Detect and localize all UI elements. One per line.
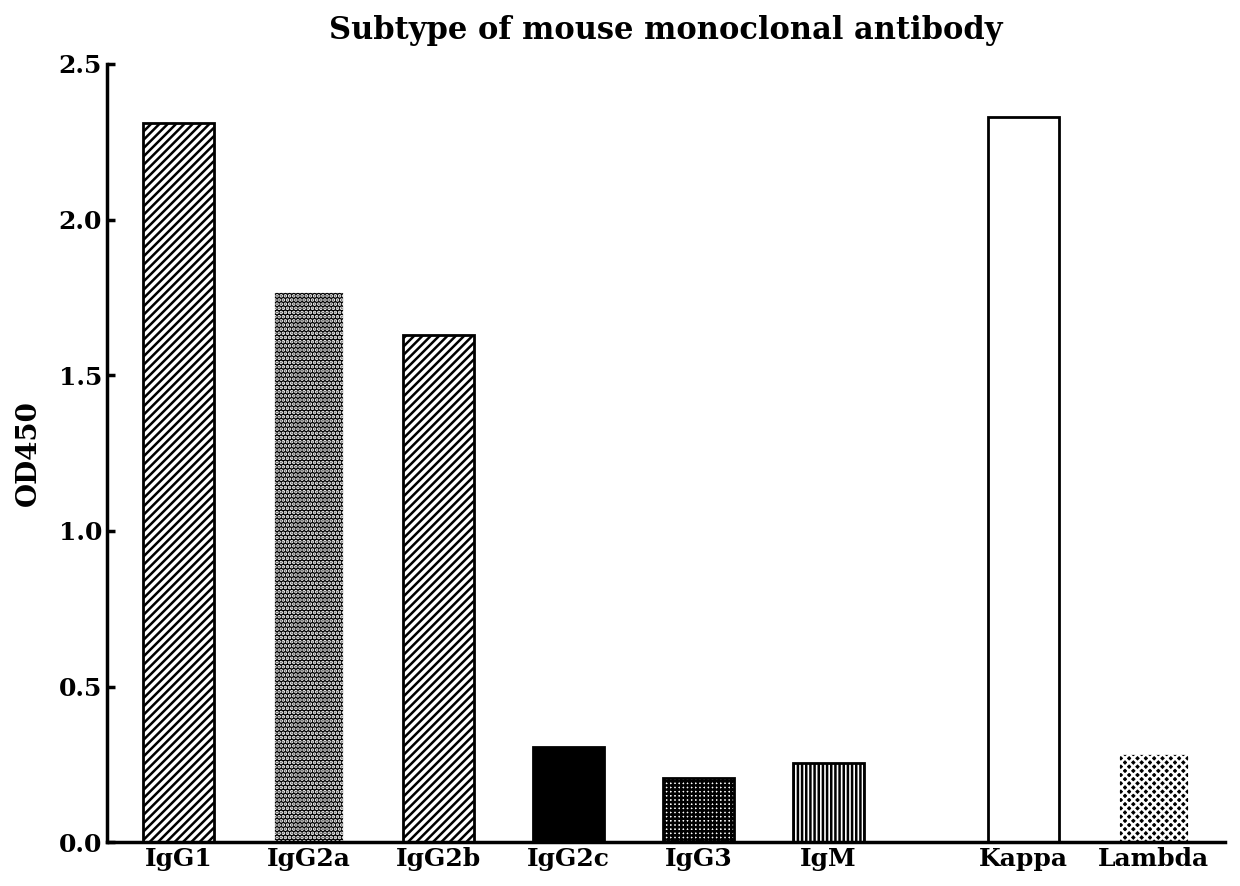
Bar [792,763,864,842]
Bar [1117,753,1189,842]
Title: Subtype of mouse monoclonal antibody: Subtype of mouse monoclonal antibody [329,15,1003,46]
Bar [403,335,474,842]
Y-axis label: OD450: OD450 [15,400,42,506]
Bar [988,117,1059,842]
Bar [533,747,604,842]
Bar [143,123,215,842]
Bar [273,291,345,842]
Bar [662,778,734,842]
